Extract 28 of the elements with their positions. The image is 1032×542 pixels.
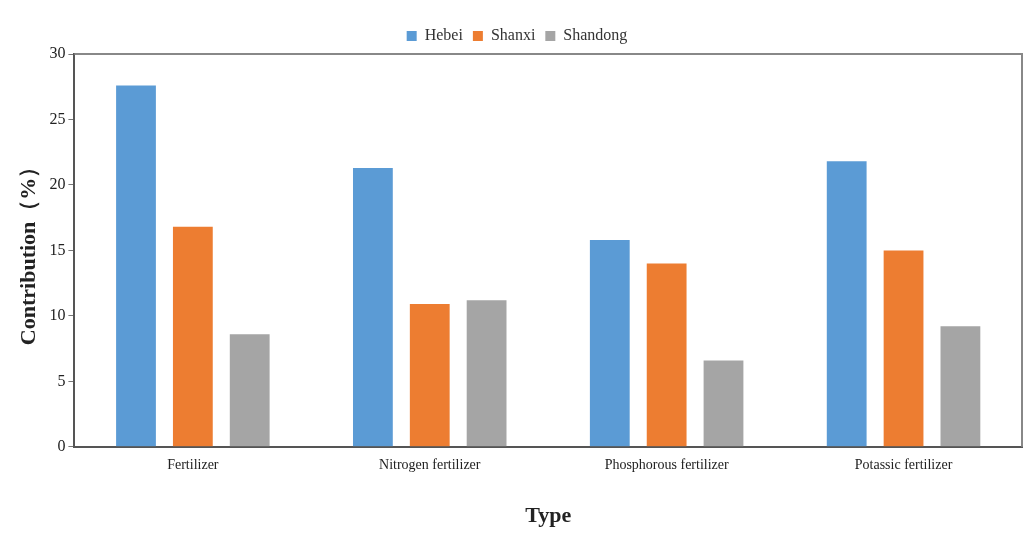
- x-tick-label: Fertilizer: [167, 456, 219, 472]
- y-tick-label: 5: [57, 371, 66, 389]
- bar: [172, 226, 213, 447]
- bar: [826, 161, 867, 447]
- y-tick-label: 25: [49, 109, 66, 127]
- x-axis-title: Type: [525, 502, 572, 528]
- bar: [646, 263, 687, 447]
- legend-label: Shanxi: [490, 26, 536, 44]
- y-tick-label: 15: [49, 240, 66, 258]
- y-tick-label: 20: [49, 175, 66, 193]
- y-tick-label: 10: [49, 306, 66, 324]
- x-tick-label: Potassic fertilizer: [854, 456, 953, 472]
- bar: [352, 167, 393, 447]
- bar: [229, 334, 270, 447]
- x-tick-label: Phosphorous fertilizer: [604, 456, 729, 472]
- x-tick-label: Nitrogen fertilizer: [379, 456, 481, 472]
- y-tick-label: 0: [57, 437, 66, 454]
- bar: [883, 250, 924, 447]
- bar: [703, 360, 744, 447]
- bar: [940, 326, 981, 447]
- bar: [116, 85, 156, 447]
- bar: [466, 300, 507, 447]
- y-tick-label: 30: [49, 44, 66, 62]
- bar: [589, 239, 630, 447]
- y-axis-title: Contribution（%）: [14, 155, 40, 346]
- bar: [409, 304, 450, 447]
- legend-label: Hebei: [424, 26, 464, 44]
- legend-label: Shandong: [563, 26, 628, 45]
